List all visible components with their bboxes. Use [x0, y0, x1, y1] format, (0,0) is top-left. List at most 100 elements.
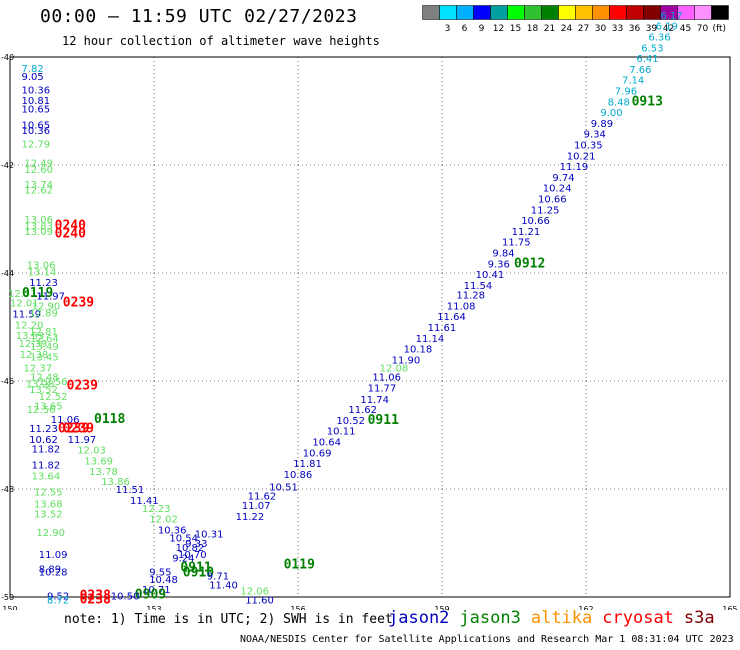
- pass-time-label: 0118: [94, 412, 125, 427]
- footnote: note: 1) Time is in UTC; 2) SWH is in fe…: [64, 612, 393, 627]
- wave-height-label: 7.66: [629, 65, 651, 76]
- lat-tick-label: -40: [1, 53, 14, 62]
- wave-height-label: 11.06: [372, 373, 401, 384]
- wave-height-label: 10.18: [404, 345, 433, 356]
- pass-time-label: 0239: [63, 422, 94, 437]
- wave-height-label: 9.55: [149, 568, 171, 579]
- wave-height-label: 11.41: [130, 496, 159, 507]
- pass-time-label: 0239: [63, 296, 94, 311]
- wave-height-label: 10.52: [336, 416, 365, 427]
- wave-height-label: 11.21: [512, 227, 541, 238]
- wave-height-label: 12.55: [34, 488, 63, 499]
- wave-height-label: 11.60: [245, 596, 274, 607]
- wave-height-label: 8.89: [39, 564, 61, 575]
- wave-height-label: 13.53: [16, 331, 45, 342]
- color-scale-label: 24: [561, 24, 573, 34]
- wave-height-label: 6.41: [636, 54, 658, 65]
- wave-height-label: 13.68: [34, 500, 63, 511]
- pass-time-label: 0240: [55, 227, 86, 242]
- wave-height-label: 13.52: [34, 509, 63, 520]
- color-scale-label: 70: [697, 24, 709, 34]
- wave-height-label: 13.49: [30, 342, 59, 353]
- wave-height-label: 11.19: [560, 162, 589, 173]
- wave-height-label: 11.62: [348, 405, 377, 416]
- wave-height-label: 13.64: [32, 472, 61, 483]
- wave-height-label: 10.36: [158, 526, 187, 537]
- wave-height-label: 11.59: [12, 310, 41, 321]
- color-scale-legend: 3 6 9 12 15 18 21 24 27 30 33 36 39 42 45 70 (ft): [422, 5, 729, 34]
- wave-height-label: 10.66: [538, 194, 567, 205]
- color-scale-unit: (ft): [712, 24, 726, 34]
- wave-height-label: 6.17: [660, 11, 682, 22]
- color-scale-label: 39: [646, 24, 658, 34]
- wave-height-label: 11.62: [248, 491, 277, 502]
- wave-height-label: 10.48: [149, 575, 178, 586]
- wave-height-label: 13.09: [24, 227, 53, 238]
- satellite-legend: jason2 jason3 altika cryosat s3a: [388, 608, 725, 628]
- wave-height-label: 10.65: [22, 121, 51, 132]
- wave-height-label: 10.86: [284, 470, 313, 481]
- wave-height-label: 7.14: [622, 76, 644, 87]
- wave-height-label: 11.07: [242, 501, 271, 512]
- color-scale-label: 30: [595, 24, 607, 34]
- pass-time-label: 0119: [22, 286, 53, 301]
- pass-time-label: 0239: [58, 422, 89, 437]
- wave-height-label: 13.52: [29, 385, 58, 396]
- wave-height-label: 12.56: [27, 405, 56, 416]
- lon-tick-label: 165: [722, 605, 737, 610]
- wave-height-label: 9.24: [172, 554, 194, 565]
- wave-height-label: 8.48: [608, 97, 630, 108]
- wave-height-label: 10.62: [29, 435, 58, 446]
- wave-height-label: 12.20: [15, 320, 44, 331]
- color-scale-label: 18: [527, 24, 539, 34]
- lat-tick-label: -48: [1, 485, 14, 494]
- wave-height-label: 11.51: [116, 485, 145, 496]
- color-scale-label: 12: [493, 24, 504, 34]
- wave-height-label: 12.51: [8, 289, 37, 300]
- wave-height-label: 13.74: [24, 180, 53, 191]
- wave-height-label: 9.34: [584, 130, 606, 141]
- wave-height-label: 12.81: [29, 327, 58, 338]
- wave-height-label: 6.36: [648, 32, 670, 43]
- legend-entry-altika: altika: [530, 608, 593, 628]
- wave-height-label: 9.74: [552, 173, 574, 184]
- wave-height-label: 12.23: [142, 504, 171, 515]
- page-title: 00:00 – 11:59 UTC 02/27/2023: [40, 6, 358, 27]
- wave-height-label: 11.74: [360, 395, 389, 406]
- wave-height-label: 12.03: [77, 446, 106, 457]
- wave-height-label: 11.08: [447, 301, 476, 312]
- wave-height-label: 10.51: [269, 482, 298, 493]
- color-scale-label: 27: [578, 24, 589, 34]
- wave-height-label: 13.86: [101, 477, 130, 488]
- lat-tick-label: -44: [1, 269, 14, 278]
- pass-time-label: 0238: [80, 588, 111, 603]
- wave-height-label: 11.82: [32, 461, 61, 472]
- wave-height-label: 10.31: [195, 529, 224, 540]
- color-scale-label: 42: [663, 24, 674, 34]
- wave-height-label: 11.90: [392, 355, 421, 366]
- wave-height-label: 11.28: [456, 291, 485, 302]
- wave-height-label: 12.48: [30, 373, 59, 384]
- wave-height-label: 11.54: [464, 281, 493, 292]
- wave-height-label: 9.33: [185, 539, 207, 550]
- lon-tick-label: 153: [146, 605, 161, 610]
- wave-height-label: 10.24: [543, 184, 572, 195]
- pass-time-label: 0913: [632, 94, 663, 109]
- lon-tick-label: 159: [434, 605, 449, 610]
- color-swatch: [711, 5, 729, 20]
- lon-tick-label: 156: [290, 605, 305, 610]
- pass-time-label: 0240: [55, 218, 86, 233]
- page-subtitle: 12 hour collection of altimeter wave hei…: [62, 34, 380, 48]
- wave-height-label: 10.69: [303, 448, 332, 459]
- wave-height-label: 11.23: [29, 278, 58, 289]
- pass-time-label: 0912: [514, 256, 545, 271]
- wave-height-label: 10.35: [574, 140, 603, 151]
- wave-height-label: 12.90: [36, 528, 65, 539]
- wave-height-label: 6.19: [656, 22, 678, 33]
- wave-height-label: 11.64: [437, 312, 466, 323]
- pass-time-label: 0239: [67, 378, 98, 393]
- wave-height-label: 11.97: [68, 435, 97, 446]
- legend-entry-jason2: jason2: [388, 608, 450, 628]
- wave-height-label: 9.00: [600, 108, 622, 119]
- legend-entry-jason3: jason3: [459, 608, 521, 628]
